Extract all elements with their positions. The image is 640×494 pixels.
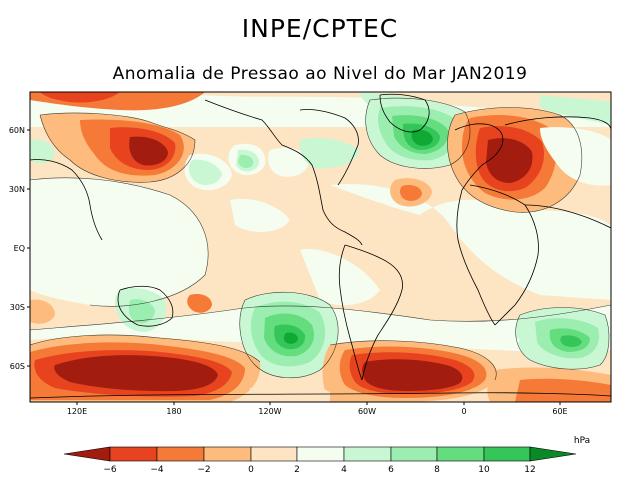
latitude-axis: 60N 30N EQ 30S 60S <box>9 126 30 371</box>
lat-label-30s: 30S <box>10 303 25 312</box>
lat-label-60s: 60S <box>10 362 25 371</box>
chart-subtitle: Anomalia de Pressao ao Nivel do Mar JAN2… <box>112 64 528 84</box>
colorbar-tick: −2 <box>197 465 210 475</box>
colorbar-swatch <box>250 446 298 462</box>
lon-label-60w: 60W <box>358 407 376 416</box>
anomaly-field <box>30 92 611 402</box>
colorbar-arrow-high <box>529 446 577 462</box>
lat-label-60n: 60N <box>9 126 25 135</box>
colorbar-arrow-low <box>63 446 111 462</box>
lon-label-60e: 60E <box>552 407 567 416</box>
colorbar-swatch <box>203 446 252 462</box>
chart-title: INPE/CPTEC <box>241 14 399 43</box>
colorbar-tick: −4 <box>150 465 164 475</box>
colorbar-tick: 2 <box>294 465 300 475</box>
colorbar-swatch <box>296 446 345 462</box>
colorbar: hPa −6 −4 −2 0 2 4 6 8 10 12 <box>63 436 590 475</box>
colorbar-unit: hPa <box>574 436 590 446</box>
colorbar-tick: −6 <box>103 465 117 475</box>
colorbar-swatch <box>390 446 438 462</box>
colorbar-tick: 0 <box>248 465 254 475</box>
colorbar-swatch <box>343 446 392 462</box>
lon-label-120w: 120W <box>258 407 281 416</box>
map-frame <box>29 91 612 403</box>
colorbar-tick: 10 <box>478 465 490 475</box>
colorbar-swatch <box>156 446 205 462</box>
lon-label-180: 180 <box>166 407 181 416</box>
lat-label-eq: EQ <box>14 244 25 253</box>
colorbar-tick: 8 <box>434 465 440 475</box>
lat-label-30n: 30N <box>9 185 25 194</box>
lon-label-120e: 120E <box>67 407 87 416</box>
colorbar-swatch <box>483 446 531 462</box>
lon-label-0: 0 <box>461 407 466 416</box>
colorbar-tick: 4 <box>341 465 347 475</box>
colorbar-swatch <box>109 446 158 462</box>
colorbar-swatch <box>436 446 485 462</box>
colorbar-tick: 12 <box>524 465 535 475</box>
colorbar-tick: 6 <box>388 465 394 475</box>
longitude-axis: 120E 180 120W 60W 0 60E <box>67 402 568 416</box>
